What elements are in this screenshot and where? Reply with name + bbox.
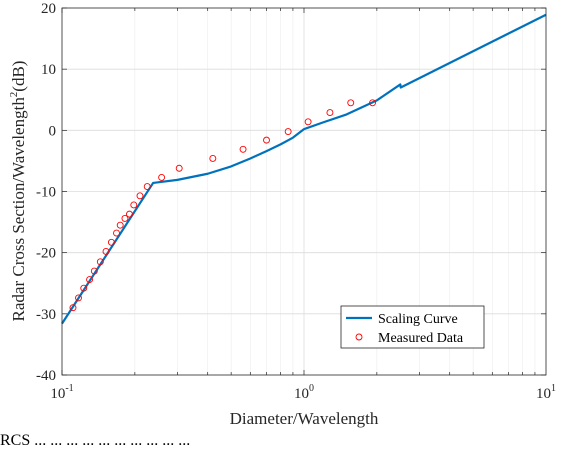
legend-label-scaling-curve: Scaling Curve [378, 312, 458, 327]
series-layer [61, 13, 547, 325]
measured-data-point [121, 214, 129, 222]
measured-data-point [90, 267, 98, 275]
y-tick-label: -20 [36, 246, 56, 262]
legend-marker-swatch [355, 333, 363, 341]
tick-labels: -40 -30 -20 -10 0 10 20 10-1 100 101 [36, 1, 556, 402]
measured-data-point [102, 247, 110, 255]
measured-data-point [326, 109, 334, 117]
x-axis-label: Diameter/Wavelength [230, 409, 379, 428]
y-tick-label: -40 [36, 368, 56, 384]
legend: Scaling Curve Measured Data [340, 305, 485, 349]
measured-data-point [143, 183, 151, 191]
x-tick-label: 101 [536, 383, 556, 402]
measured-data-point [80, 284, 88, 292]
measured-data-point [284, 128, 292, 136]
measured-data-point [86, 276, 94, 284]
measured-data-point [175, 164, 183, 172]
measured-data-point [347, 99, 355, 107]
y-axis-label: Radar Cross Section/Wavelength2(dB) [8, 61, 28, 322]
y-axis-label-superscript: 2 [8, 92, 20, 98]
measured-data-point [158, 173, 166, 181]
measured-data-point [75, 294, 82, 302]
measured-data-point [239, 145, 247, 153]
measured-data-point [116, 221, 124, 229]
measured-data-point [126, 210, 133, 218]
measured-data-point [130, 201, 138, 209]
plot-frame [61, 7, 547, 376]
measured-data-point [69, 304, 77, 312]
measured-data-point [263, 136, 270, 144]
y-tick-label: -30 [36, 307, 56, 323]
y-tick-label: -10 [36, 185, 56, 201]
y-tick-label: 20 [41, 1, 56, 17]
y-tick-label: 0 [49, 123, 57, 139]
legend-label-measured-data: Measured Data [378, 331, 464, 346]
measured-data-point [304, 118, 312, 126]
measured-data-point [209, 155, 217, 162]
measured-data-point [113, 229, 120, 237]
y-axis-label-unit: (dB) [9, 61, 28, 92]
measured-data-point [96, 258, 104, 266]
y-axis-label-main: Radar Cross Section/Wavelength [9, 97, 28, 322]
x-tick-label: 100 [294, 383, 314, 402]
measured-data-point [136, 192, 144, 200]
scaling-curve-line [61, 13, 547, 325]
measured-data-point [369, 99, 377, 107]
legend-box [340, 305, 485, 349]
y-tick-label: 10 [41, 62, 56, 78]
figure-caption: RCS ... ... ... ... ... ... ... ... ... … [0, 432, 191, 449]
rcs-chart: -40 -30 -20 -10 0 10 20 10-1 100 101 Diameter/Wav… [8, 1, 556, 428]
measured-data-point [107, 238, 115, 246]
x-tick-label: 10-1 [50, 383, 73, 402]
